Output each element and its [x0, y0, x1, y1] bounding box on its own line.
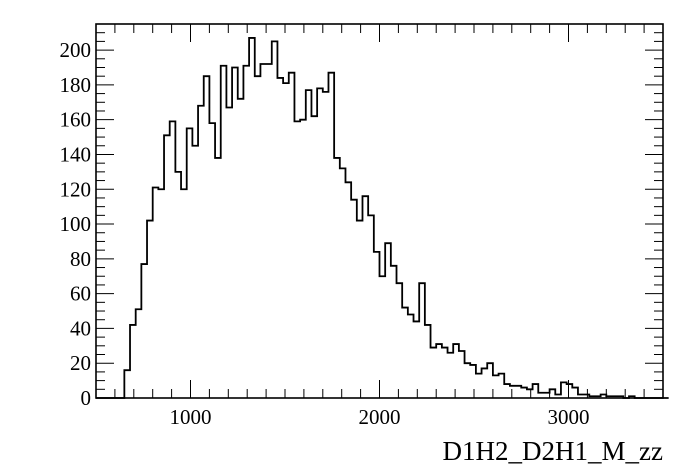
y-tick-label: 180 [60, 73, 92, 97]
y-tick-label: 40 [70, 316, 91, 340]
y-tick-label: 140 [60, 142, 92, 166]
x-tick-label: 3000 [548, 405, 590, 429]
y-tick-label: 160 [60, 108, 92, 132]
y-tick-label: 120 [60, 177, 92, 201]
x-tick-label: 2000 [359, 405, 401, 429]
y-tick-label: 60 [70, 282, 91, 306]
histogram-series [96, 37, 669, 399]
plot-frame [95, 23, 664, 399]
x-tick-label: 1000 [170, 405, 212, 429]
axis-ticks [95, 23, 664, 399]
x-axis-title: D1H2_D2H1_M_zz [443, 436, 663, 466]
y-tick-label: 200 [60, 38, 92, 62]
y-tick-label: 0 [81, 386, 92, 410]
tick-labels: 1000 2000 3000 0 20 40 60 80 100 120 140 160 180 200 [60, 38, 590, 429]
y-tick-label: 80 [70, 247, 91, 271]
y-tick-label: 100 [60, 212, 92, 236]
y-tick-label: 20 [70, 351, 91, 375]
